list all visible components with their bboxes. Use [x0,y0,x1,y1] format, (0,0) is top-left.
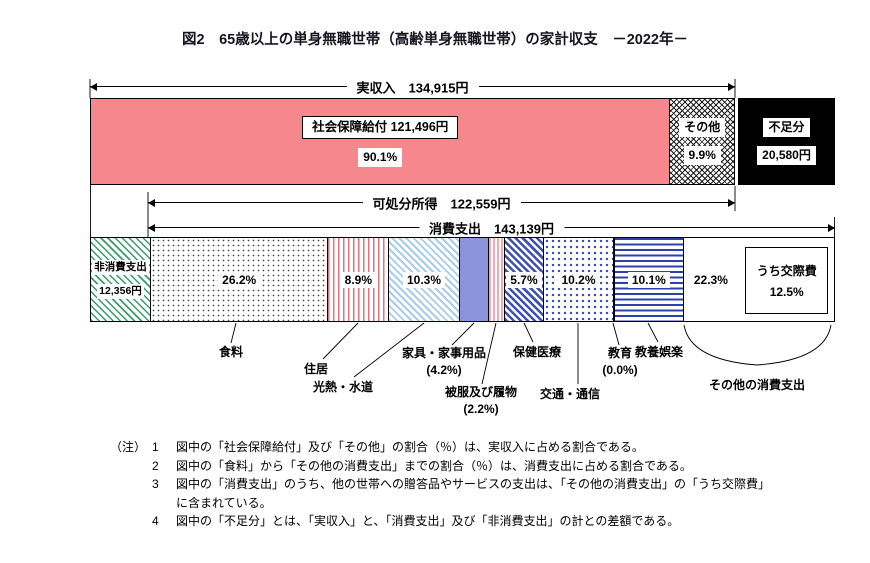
kousaihi-label: うち交際費 [756,264,817,278]
income-span-arrow: 実収入 134,915円 [90,77,735,97]
transport-percent: 10.2% [557,271,600,288]
segment-recreation: 10.1% [613,238,683,321]
segment-utilities: 10.3% [388,238,459,321]
note-row: 1 図中の「社会保障給付」及び「その他」の割合（％）は、実収入に占める割合である… [152,440,644,454]
label-food: 食料 [218,345,244,359]
recreation-percent: 10.1% [627,271,670,288]
notes-heading: （注） [110,440,147,454]
non-consumption-label: 非消費支出 [92,259,149,275]
social-security-segment: 社会保障給付 121,496円 90.1% [91,99,670,184]
label-housing: 住居 [303,362,329,376]
expenditure-bar: 非消費支出 12,356円 26.2% 8.9% 10.3% 5.7% 10.2… [90,237,835,322]
other-income-label: その他 [679,118,726,137]
deficit-amount: 20,580円 [757,146,816,165]
segment-other-consumption: 22.3% うち交際費 12.5% [682,238,834,321]
segment-furniture [458,238,488,321]
segment-transport: 10.2% [543,238,613,321]
kousaihi-percent: 12.5% [769,285,804,299]
notes-section: （注） 1 図中の「社会保障給付」及び「その他」の割合（％）は、実収入に占める割… [110,438,768,531]
segment-health: 5.7% [503,238,544,321]
segment-housing: 8.9% [327,238,389,321]
label-furniture: 家具・家事用品 (4.2%) [401,346,487,378]
segment-food: 26.2% [150,238,328,321]
housing-percent: 8.9% [340,271,377,288]
social-security-percent: 90.1% [358,148,403,168]
label-recreation: 教養娯楽 [634,345,684,359]
income-bar: 社会保障給付 121,496円 90.1% その他 9.9% [90,98,735,185]
health-percent: 5.7% [506,271,542,288]
notes-list: 1 図中の「社会保障給付」及び「その他」の割合（％）は、実収入に占める割合である… [152,438,768,531]
consumption-segments: 26.2% 8.9% 10.3% 5.7% 10.2% 10.1% 22.3% [149,238,834,321]
non-consumption-amount: 12,356円 [97,284,144,300]
utilities-percent: 10.3% [402,271,445,288]
income-arrow-label: 実収入 134,915円 [346,77,479,97]
note-row: 3 図中の「消費支出」のうち、他の世帯への贈答品やサービスの支出は、「その他の消… [152,477,765,510]
segment-education [612,238,614,321]
kousaihi-box: うち交際費 12.5% [745,247,828,314]
other-income-segment: その他 9.9% [669,99,734,184]
label-clothing: 被服及び履物 (2.2%) [444,385,518,417]
note-row: 2 図中の「食料」から「その他の消費支出」までの割合（％）は、消費支出に占める割… [152,458,692,473]
figure-title: 図2 65歳以上の単身無職世帯（高齢単身無職世帯）の家計収支 －2022年－ [182,32,688,48]
food-percent: 26.2% [218,271,261,288]
non-consumption-segment: 非消費支出 12,356円 [91,238,150,321]
label-education: 教育 (0.0%) [602,346,638,378]
consumption-arrow: 消費支出 143,139円 [148,218,835,238]
label-transport: 交通・通信 [539,387,601,401]
disposable-income-label: 可処分所得 122,559円 [362,193,521,213]
segment-clothing [487,238,504,321]
label-other-consumption: その他の消費支出 [708,378,806,392]
deficit-box: 不足分 20,580円 [738,98,835,185]
social-security-label: 社会保障給付 121,496円 [302,115,459,140]
other-income-percent: 9.9% [683,146,721,165]
note-row: 4 図中の「不足分」とは、「実収入」と、「消費支出」及び「非消費支出」の計との差… [152,514,680,529]
disposable-income-arrow: 可処分所得 122,559円 [148,193,735,213]
deficit-label: 不足分 [763,118,810,137]
label-health: 保健医療 [512,345,562,359]
consumption-arrow-label: 消費支出 143,139円 [419,218,564,238]
label-utilities: 光熱・水道 [312,380,374,394]
other-consumption-percent: 22.3% [693,272,728,287]
